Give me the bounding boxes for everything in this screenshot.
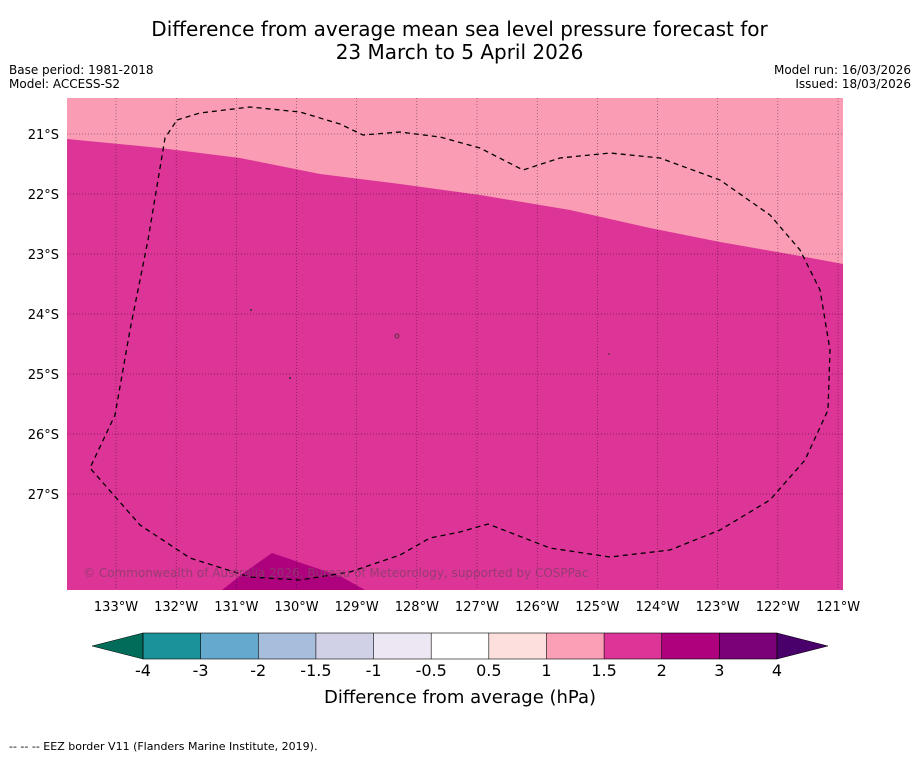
longitude-label: 124°W [635, 600, 679, 615]
longitude-label: 126°W [515, 600, 559, 615]
latitude-label: 26°S [28, 428, 59, 443]
issued-label: Issued: 18/03/2026 [795, 77, 911, 91]
colorbar-swatch [604, 633, 663, 659]
latitude-label: 25°S [28, 368, 59, 383]
meta-right: Model run: 16/03/2026 Issued: 18/03/2026 [774, 63, 911, 91]
colorbar-swatch [719, 633, 778, 659]
longitude-label: 133°W [94, 600, 138, 615]
meta-left: Base period: 1981-2018 Model: ACCESS-S2 [9, 63, 154, 91]
island-marker [394, 333, 400, 339]
colorbar-swatch [200, 633, 259, 659]
longitude-label: 121°W [816, 600, 860, 615]
colorbar-tick-label: 1.5 [591, 661, 616, 680]
longitude-label: 122°W [756, 600, 800, 615]
colorbar-tick-label: -2 [250, 661, 266, 680]
colorbar-tick-label: 2 [657, 661, 667, 680]
longitude-label: 129°W [335, 600, 379, 615]
pressure-band-2-to-3 [222, 553, 365, 590]
map-plot-area: © Commonwealth of Australia 2026, Bureau… [67, 98, 843, 590]
longitude-label: 125°W [575, 600, 619, 615]
longitude-label: 127°W [455, 600, 499, 615]
base-period-label: Base period: 1981-2018 [9, 63, 154, 77]
colorbar-tick-label: -4 [135, 661, 151, 680]
colorbar-under-arrow [91, 632, 144, 660]
longitude-label: 131°W [214, 600, 258, 615]
graticule [67, 98, 843, 590]
colorbar-tick-label: -1 [366, 661, 382, 680]
colorbar-tick-label: -3 [193, 661, 209, 680]
longitude-label: 130°W [274, 600, 318, 615]
longitude-label: 123°W [696, 600, 740, 615]
colorbar-label: Difference from average (hPa) [324, 687, 596, 708]
colorbar-swatch [373, 633, 432, 659]
eez-legend-note: -- -- -- EEZ border V11 (Flanders Marine… [9, 740, 318, 753]
island-marker [250, 309, 252, 311]
latitude-label: 22°S [28, 188, 59, 203]
colorbar-tick-label: -1.5 [300, 661, 331, 680]
colorbar: -4 -3 -2 -1.5 -1 -0.5 0.5 1 1.5 2 3 4 Difference fr… [91, 632, 829, 708]
colorbar-tick-label: 0.5 [476, 661, 501, 680]
island-marker [289, 377, 291, 379]
latitude-label: 27°S [28, 488, 59, 503]
island-marker [608, 353, 610, 355]
latitude-label: 21°S [28, 128, 59, 143]
island-markers [250, 309, 610, 379]
colorbar-tick-label: -0.5 [416, 661, 447, 680]
colorbar-tick-label: 1 [541, 661, 551, 680]
colorbar-tick-label: 4 [772, 661, 782, 680]
latitude-labels: 21°S 22°S 23°S 24°S 25°S 26°S 27°S [28, 128, 59, 503]
longitude-labels: 133°W 132°W 131°W 130°W 129°W 128°W 127°W 126°W… [94, 600, 860, 615]
longitude-label: 128°W [395, 600, 439, 615]
model-label: Model: ACCESS-S2 [9, 77, 121, 91]
colorbar-swatch [315, 633, 374, 659]
longitude-label: 132°W [154, 600, 198, 615]
model-run-label: Model run: 16/03/2026 [773, 63, 911, 77]
colorbar-swatch [546, 633, 605, 659]
copyright-note: © Commonwealth of Australia 2026, Bureau… [83, 566, 588, 580]
latitude-label: 24°S [28, 308, 59, 323]
map-title: Difference from average mean sea level p… [0, 18, 919, 64]
latitude-label: 23°S [28, 248, 59, 263]
colorbar-over-arrow [776, 632, 829, 660]
pressure-band-1.5-to-2 [67, 139, 843, 590]
title-line-2: 23 March to 5 April 2026 [335, 40, 584, 64]
colorbar-swatch [258, 633, 317, 659]
colorbar-swatch [488, 633, 547, 659]
title-line-1: Difference from average mean sea level p… [151, 17, 768, 41]
colorbar-swatch [143, 633, 201, 659]
colorbar-swatch [661, 633, 720, 659]
colorbar-tick-label: 3 [714, 661, 724, 680]
colorbar-swatch [431, 633, 490, 659]
